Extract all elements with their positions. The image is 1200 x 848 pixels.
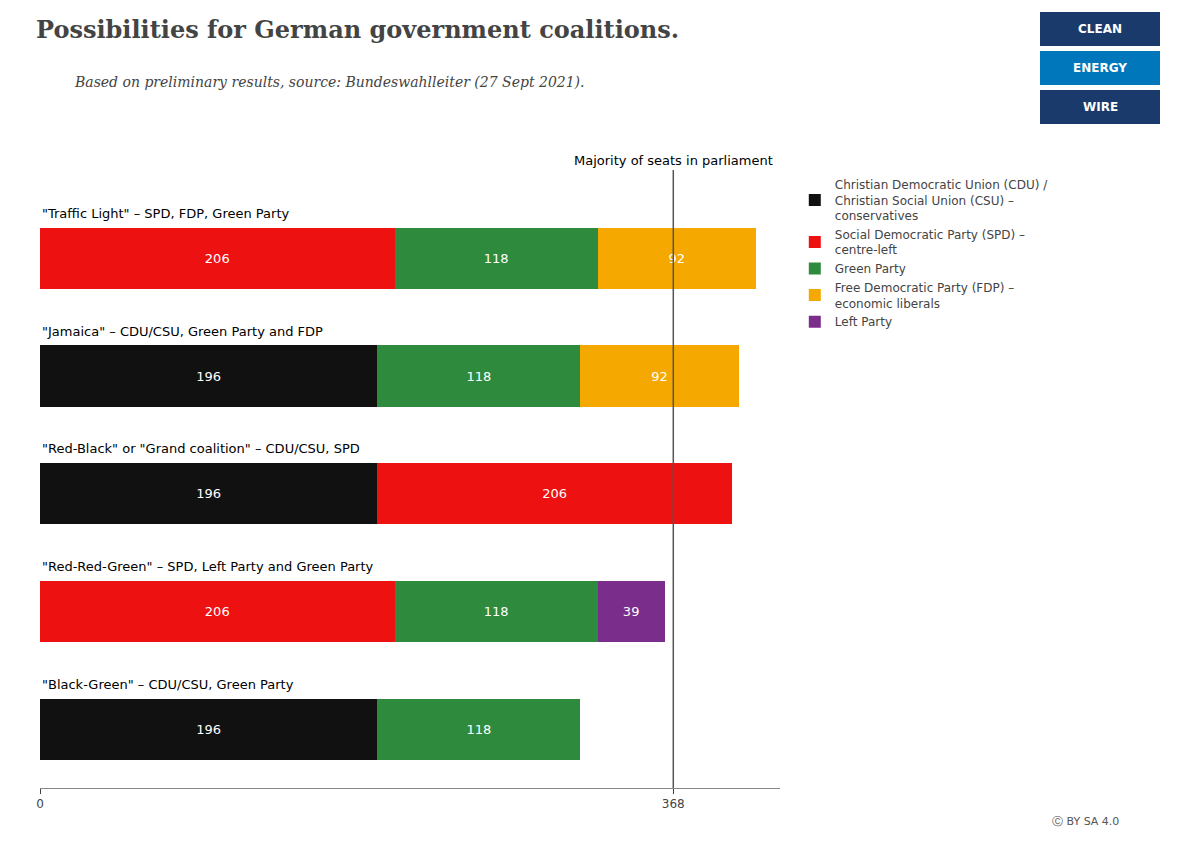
svg-text:0: 0 [36,797,44,811]
svg-text:Based on preliminary results,: Based on preliminary results, source: Bu… [74,74,585,90]
svg-text:Christian Democratic Union (CD: Christian Democratic Union (CDU) /Christ… [835,178,1048,223]
svg-text:Social Democratic Party (SPD): Social Democratic Party (SPD) –centre-le… [835,228,1025,258]
svg-text:"Traffic Light" – SPD, FDP, Gr: "Traffic Light" – SPD, FDP, Green Party [42,206,289,221]
svg-text:118: 118 [466,369,491,384]
svg-text:196: 196 [196,369,221,384]
svg-text:WIRE: WIRE [1083,100,1118,114]
svg-text:92: 92 [651,369,668,384]
svg-text:Left Party: Left Party [835,315,892,329]
svg-text:118: 118 [484,604,509,619]
svg-text:CLEAN: CLEAN [1078,22,1122,36]
svg-text:"Black-Green" – CDU/CSU, Green: "Black-Green" – CDU/CSU, Green Party [42,677,294,692]
svg-text:39: 39 [623,604,640,619]
svg-text:118: 118 [484,251,509,266]
svg-text:206: 206 [205,251,230,266]
svg-text:92: 92 [668,251,685,266]
svg-text:"Red-Red-Green" – SPD, Left Pa: "Red-Red-Green" – SPD, Left Party and Gr… [42,559,374,574]
svg-text:206: 206 [205,604,230,619]
svg-text:ENERGY: ENERGY [1073,61,1127,75]
svg-text:Ⓒ BY SA 4.0: Ⓒ BY SA 4.0 [1052,815,1119,828]
svg-text:368: 368 [662,797,685,811]
svg-text:Free Democratic Party (FDP) –e: Free Democratic Party (FDP) –economic li… [835,281,1014,311]
svg-text:206: 206 [542,486,567,501]
svg-text:Possibilities for German gover: Possibilities for German government coal… [36,15,679,44]
svg-text:118: 118 [466,722,491,737]
svg-text:"Red-Black" or "Grand coalitio: "Red-Black" or "Grand coalition" – CDU/C… [42,441,360,456]
svg-text:Majority of seats in parliamen: Majority of seats in parliament [574,153,773,168]
svg-text:196: 196 [196,486,221,501]
svg-text:Green Party: Green Party [835,262,906,276]
svg-text:196: 196 [196,722,221,737]
svg-text:"Jamaica" – CDU/CSU, Green Par: "Jamaica" – CDU/CSU, Green Party and FDP [42,324,323,339]
